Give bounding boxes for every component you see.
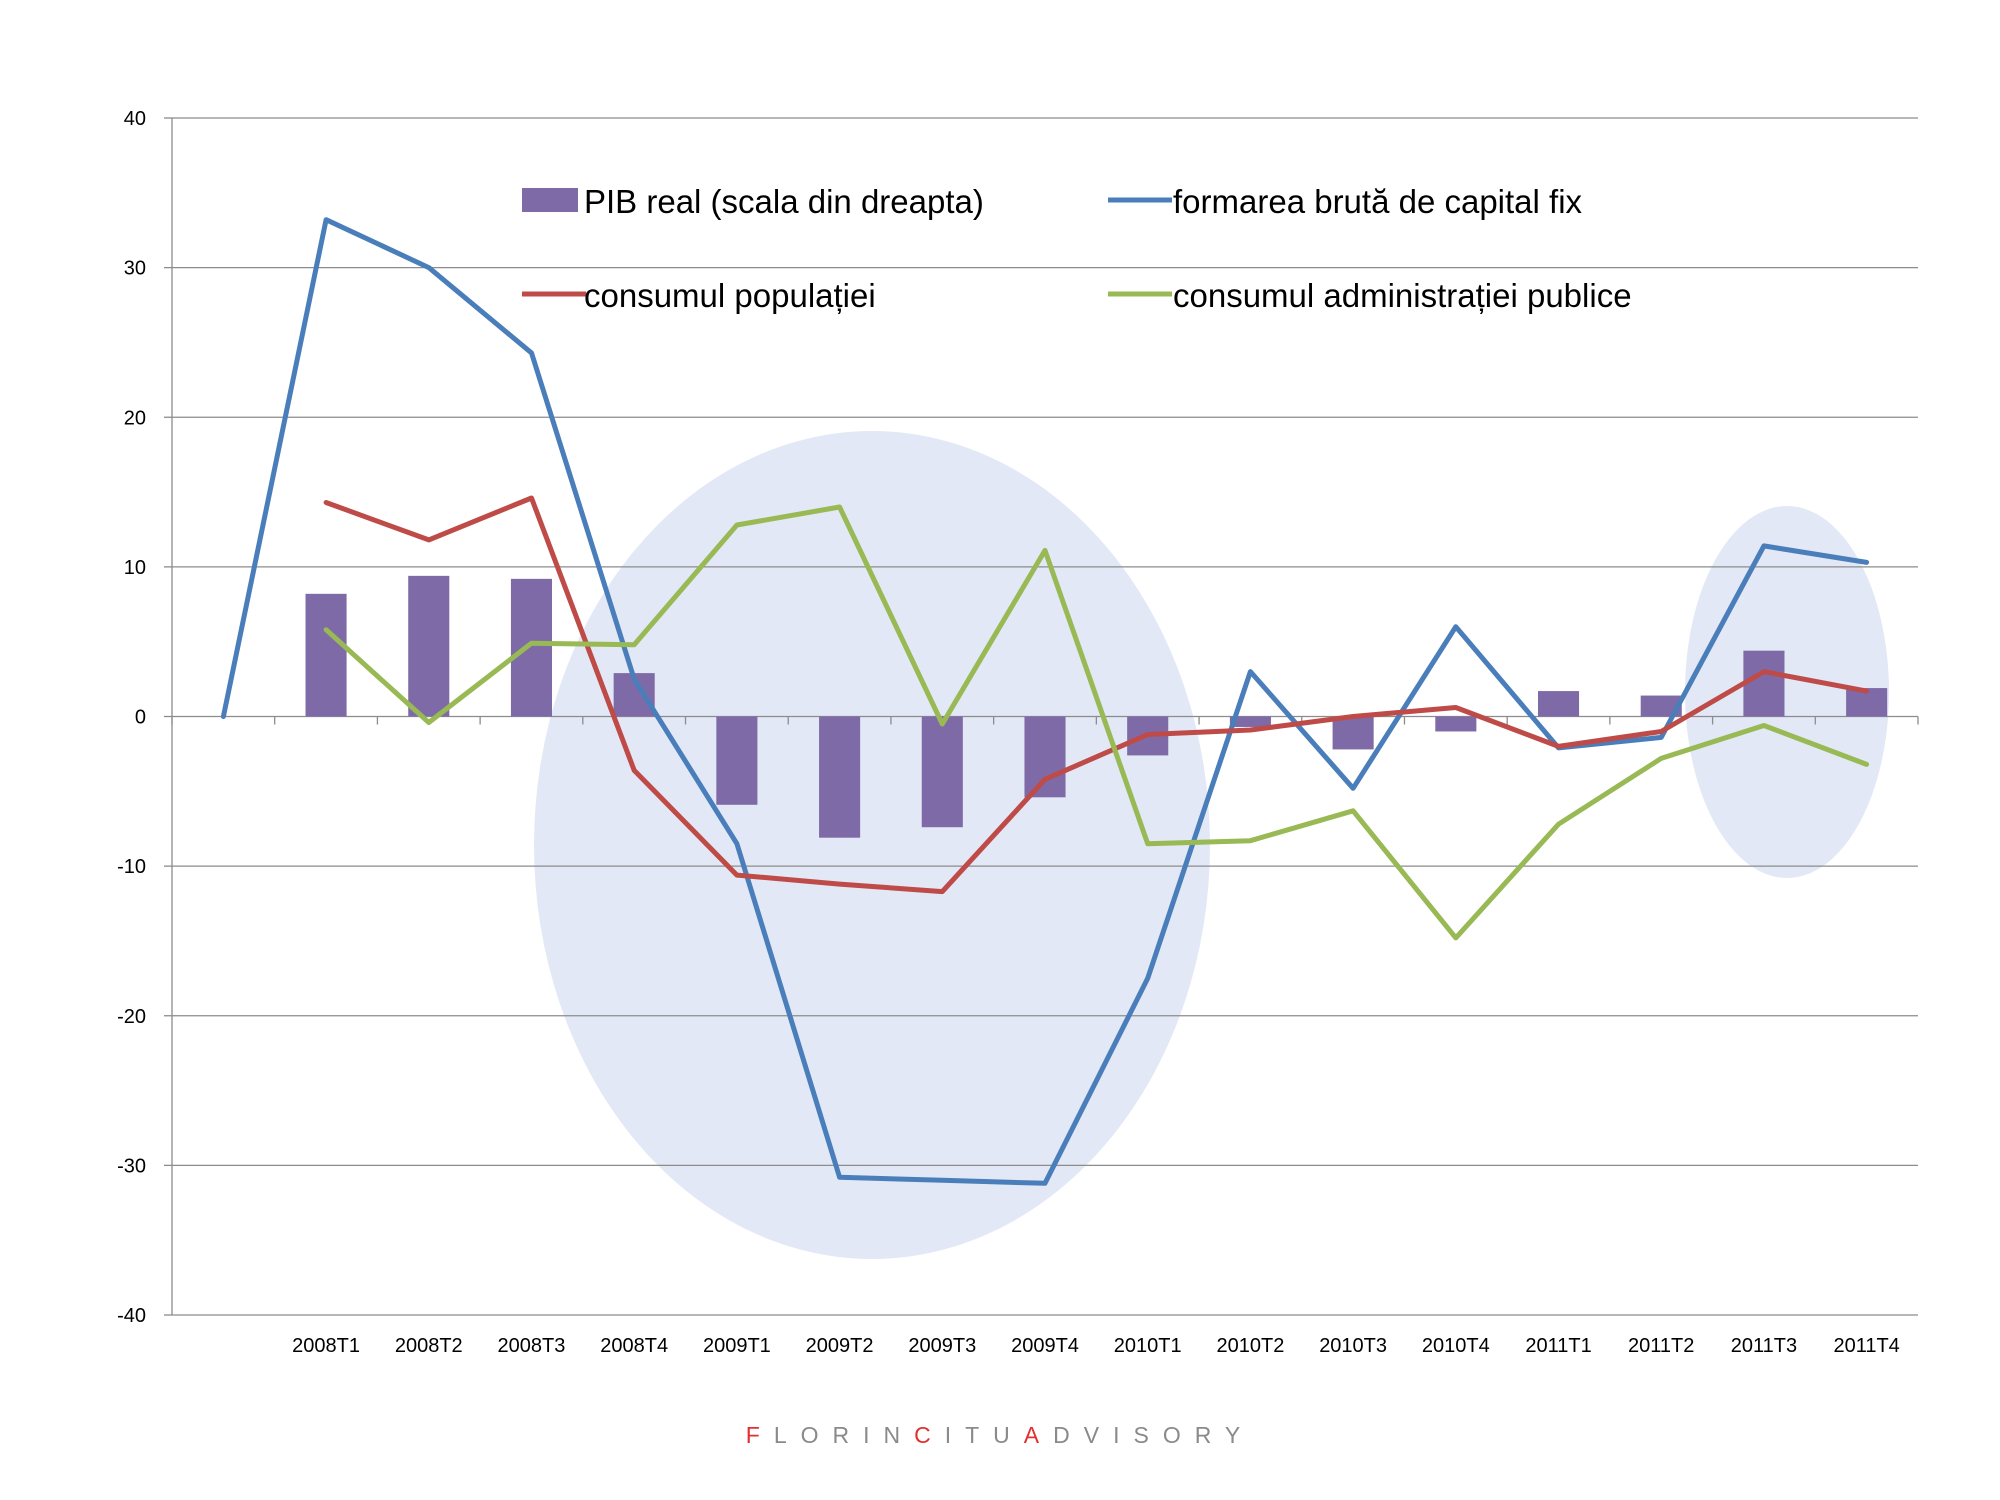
branding-part: DVISORY <box>1053 1422 1255 1448</box>
y-tick-labels: 40 30 20 10 0 -10 -20 -30 -40 <box>117 108 146 1327</box>
x-tick-label: 2010T4 <box>1422 1335 1490 1357</box>
x-tick-label: 2010T1 <box>1114 1335 1182 1357</box>
bar <box>305 593 347 717</box>
x-tick-label: 2008T2 <box>395 1335 463 1357</box>
bar <box>408 575 450 717</box>
x-tick-label: 2011T3 <box>1731 1335 1797 1357</box>
x-tick-label: 2011T1 <box>1525 1335 1591 1357</box>
branding-part: A <box>1023 1422 1054 1448</box>
y-tick-label: 40 <box>124 108 146 130</box>
x-tick-label: 2008T3 <box>498 1335 566 1357</box>
line-series <box>220 217 1870 1186</box>
y-tick-label: -20 <box>117 1006 146 1028</box>
bar <box>819 716 861 838</box>
legend-label: consumul administrației publice <box>1173 277 1632 314</box>
y-tick-label: 30 <box>124 258 146 280</box>
x-tick-label: 2011T2 <box>1628 1335 1694 1357</box>
x-tick-label: 2008T1 <box>292 1335 360 1357</box>
x-tick-label: 2010T3 <box>1319 1335 1387 1357</box>
y-tick-label: -40 <box>117 1305 146 1327</box>
branding-part: C <box>914 1422 945 1448</box>
branding-part: LORIN <box>773 1422 915 1448</box>
bar <box>1332 716 1374 750</box>
x-tick-labels: 2008T1 2008T2 2008T3 2008T4 2009T1 2009T2 2009… <box>292 1335 1900 1357</box>
bar <box>1024 716 1066 798</box>
series-line <box>323 495 1870 895</box>
bar <box>1435 716 1477 732</box>
highlight-ellipse-crisis <box>534 431 1210 1259</box>
bar <box>1537 691 1580 717</box>
bar <box>1229 716 1271 727</box>
bar <box>716 716 758 805</box>
branding-part: ITU <box>944 1422 1024 1448</box>
x-tick-label: 2009T3 <box>908 1335 976 1357</box>
gridlines <box>172 117 1918 1316</box>
x-tick-label: 2009T2 <box>806 1335 874 1357</box>
bar <box>921 716 963 828</box>
y-tick-label: -30 <box>117 1155 146 1177</box>
y-tick-label: 10 <box>124 557 146 579</box>
x-tick-label: 2008T4 <box>600 1335 668 1357</box>
legend: PIB real (scala din dreapta) formarea bru… <box>522 183 1632 314</box>
series-line <box>220 217 1870 1186</box>
x-tick-label: 2010T2 <box>1216 1335 1284 1357</box>
y-tick-label: 0 <box>135 707 146 729</box>
legend-label: formarea brută de capital fix <box>1173 183 1583 220</box>
bar <box>1743 650 1785 717</box>
branding-text: FLORINCITUADVISORY <box>0 1422 2000 1449</box>
bar <box>510 578 553 717</box>
x-tick-label: 2009T1 <box>703 1335 771 1357</box>
legend-label: consumul populației <box>584 277 876 314</box>
x-tick-label: 2011T4 <box>1833 1335 1899 1357</box>
x-tick-label: 2009T4 <box>1011 1335 1079 1357</box>
y-tick-label: -10 <box>117 856 146 878</box>
y-tick-label: 20 <box>124 407 146 429</box>
series-line <box>323 504 1870 941</box>
branding-part: F <box>745 1422 774 1448</box>
legend-label: PIB real (scala din dreapta) <box>584 183 984 220</box>
bar <box>1640 695 1682 717</box>
legend-marker <box>522 188 578 212</box>
